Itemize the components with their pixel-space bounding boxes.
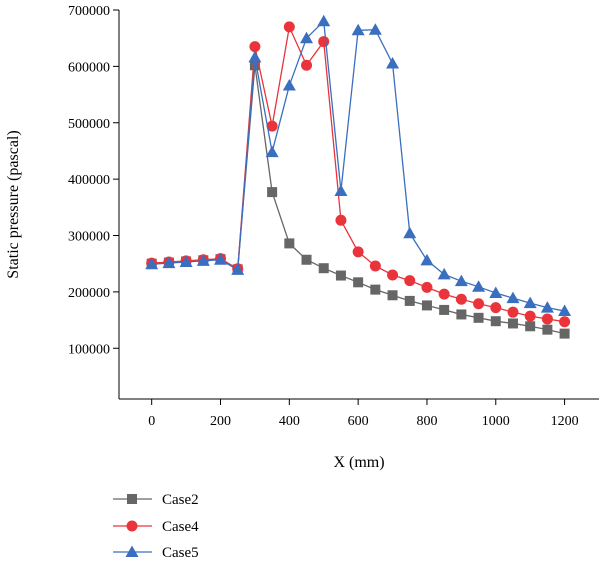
data-point-case4	[249, 41, 261, 53]
data-point-case4	[455, 293, 467, 305]
data-point-case5	[540, 301, 554, 313]
data-point-case2	[473, 312, 484, 323]
data-point-case5	[523, 296, 537, 309]
data-point-case4	[387, 269, 399, 281]
data-point-case4	[301, 59, 313, 71]
y-tick-label: 700000	[68, 4, 110, 19]
x-tick-label: 600	[348, 414, 369, 429]
data-point-case4	[473, 298, 485, 310]
x-tick-label: 200	[210, 414, 231, 429]
x-tick-label: 800	[416, 414, 437, 429]
data-point-case4	[559, 316, 571, 328]
series-line-case5	[151, 19, 565, 312]
data-point-case5	[472, 280, 486, 292]
y-axis-title: Static pressure (pascal)	[5, 130, 22, 278]
x-tick-label: 400	[279, 414, 300, 429]
series-case2	[146, 60, 570, 339]
y-tick-label: 100000	[68, 342, 110, 357]
data-point-case4	[541, 313, 553, 325]
data-point-case5	[196, 254, 210, 266]
legend-marker-case5	[125, 545, 139, 557]
data-point-case5	[162, 256, 176, 269]
x-tick-label: 1000	[482, 414, 510, 429]
y-tick-label: 600000	[68, 60, 110, 75]
data-point-case4	[266, 120, 278, 132]
axes	[113, 9, 599, 405]
data-point-case2	[439, 304, 450, 315]
series-line-case2	[151, 65, 565, 335]
data-point-case4	[507, 306, 519, 318]
data-point-case5	[300, 31, 314, 44]
data-point-case4	[438, 288, 450, 300]
data-point-case5	[489, 286, 503, 299]
legend-marker-case2	[127, 494, 137, 504]
data-point-case2	[542, 324, 553, 335]
data-point-case5	[145, 257, 159, 270]
data-point-case5	[437, 267, 451, 280]
data-point-case2	[267, 187, 278, 198]
data-point-case5	[351, 23, 365, 36]
y-tick-label: 200000	[68, 286, 110, 301]
series-layer	[145, 14, 572, 339]
data-point-case2	[404, 295, 415, 306]
legend-item-case2: Case2	[113, 492, 199, 508]
data-point-case5	[403, 226, 417, 239]
data-point-case5	[265, 145, 279, 158]
legend-label-case4: Case4	[162, 519, 199, 535]
data-point-case5	[282, 79, 296, 91]
data-point-case2	[318, 263, 329, 274]
data-point-case5	[558, 304, 572, 317]
data-point-case5	[454, 274, 468, 287]
tick-labels: 100000 200000 300000 400000 500000 600000 7000…	[68, 4, 579, 429]
data-point-case2	[559, 328, 570, 339]
data-point-case2	[421, 300, 432, 311]
data-point-case2	[456, 309, 467, 320]
legend-label-case5: Case5	[162, 545, 199, 561]
data-point-case2	[490, 316, 501, 327]
data-point-case4	[369, 260, 381, 272]
data-point-case4	[524, 310, 536, 322]
data-point-case2	[370, 284, 381, 295]
data-point-case2	[353, 277, 364, 288]
y-tick-label: 400000	[68, 173, 110, 188]
legend: Case2 Case4 Case5	[113, 492, 199, 561]
data-point-case4	[352, 246, 364, 258]
legend-item-case4: Case4	[113, 519, 199, 535]
x-tick-label: 0	[148, 414, 155, 429]
data-point-case5	[334, 184, 348, 196]
data-point-case4	[490, 302, 502, 314]
x-tick-label: 1200	[551, 414, 579, 429]
data-point-case5	[248, 50, 262, 63]
data-point-case4	[404, 275, 416, 287]
data-point-case5	[420, 253, 434, 266]
data-point-case2	[335, 270, 346, 281]
series-case5	[145, 14, 572, 317]
data-point-case5	[179, 255, 193, 268]
y-tick-label: 300000	[68, 230, 110, 245]
legend-label-case2: Case2	[162, 492, 199, 508]
data-point-case5	[214, 253, 228, 265]
data-point-case2	[284, 238, 295, 249]
data-point-case4	[283, 21, 295, 33]
x-axis-title: X (mm)	[333, 454, 384, 471]
data-point-case2	[525, 321, 536, 332]
data-point-case5	[231, 263, 245, 275]
legend-item-case5: Case5	[113, 545, 199, 561]
data-point-case2	[507, 318, 518, 329]
data-point-case2	[387, 290, 398, 301]
data-point-case5	[317, 14, 331, 27]
data-point-case4	[421, 281, 433, 293]
data-point-case5	[506, 291, 520, 304]
data-point-case5	[368, 23, 382, 35]
data-point-case5	[386, 57, 400, 69]
data-point-case4	[318, 36, 330, 48]
legend-marker-case4	[126, 520, 138, 532]
data-point-case2	[301, 254, 312, 265]
y-tick-label: 500000	[68, 117, 110, 132]
data-point-case4	[335, 214, 347, 226]
